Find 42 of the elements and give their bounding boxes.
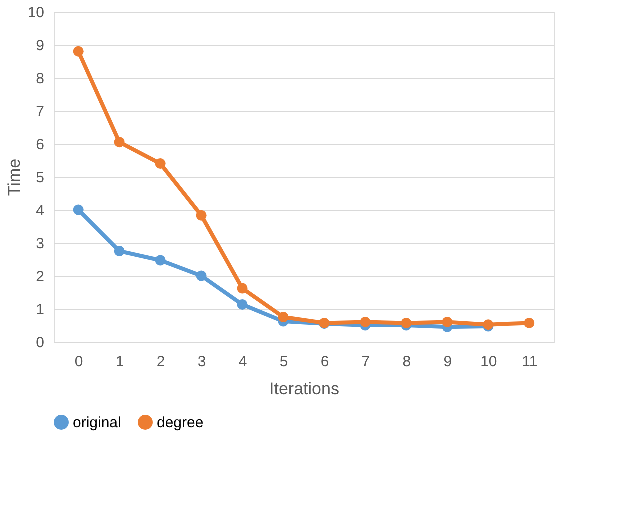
x-tick-label: 0 [74,354,84,370]
x-tick-label: 7 [362,354,370,370]
y-axis-title: Time [4,158,24,196]
point [524,318,535,328]
x-tick-label: 5 [280,354,288,370]
point [196,210,207,221]
y-tick-label: 4 [36,202,44,220]
point [237,299,248,310]
x-tick-label: 8 [402,354,412,370]
y-tick-label: 0 [36,334,44,352]
point [114,246,125,256]
y-tick-label: 5 [36,170,44,186]
y-tick-label: 10 [28,4,44,22]
x-tick-label: 3 [198,354,206,370]
y-tick-label: 3 [36,236,44,252]
point [73,204,84,216]
y-tick-label: 6 [36,136,44,154]
x-tick-label: 1 [116,354,124,370]
point [401,318,412,328]
x-tick-label: 4 [238,354,248,370]
y-tick-label: 8 [36,70,44,88]
x-tick-label: 2 [156,354,166,370]
y-tick-label: 1 [36,302,44,318]
point [278,312,289,322]
x-tick-label: 10 [480,354,498,370]
point [114,137,125,148]
point [155,158,166,170]
y-tick-label: 2 [36,268,44,286]
point [73,46,84,57]
x-tick-label: 11 [522,354,538,370]
point [237,283,248,294]
x-tick-label: 9 [444,354,452,370]
point [196,270,207,282]
point [155,255,166,266]
point [360,316,371,328]
y-tick-label: 9 [36,38,44,54]
legend-label: degree [157,414,204,432]
legend-label: original [73,414,122,432]
x-axis-title: Iterations [270,380,340,398]
point [442,316,453,328]
y-tick-label: 7 [36,104,44,120]
x-tick-label: 6 [320,354,330,370]
